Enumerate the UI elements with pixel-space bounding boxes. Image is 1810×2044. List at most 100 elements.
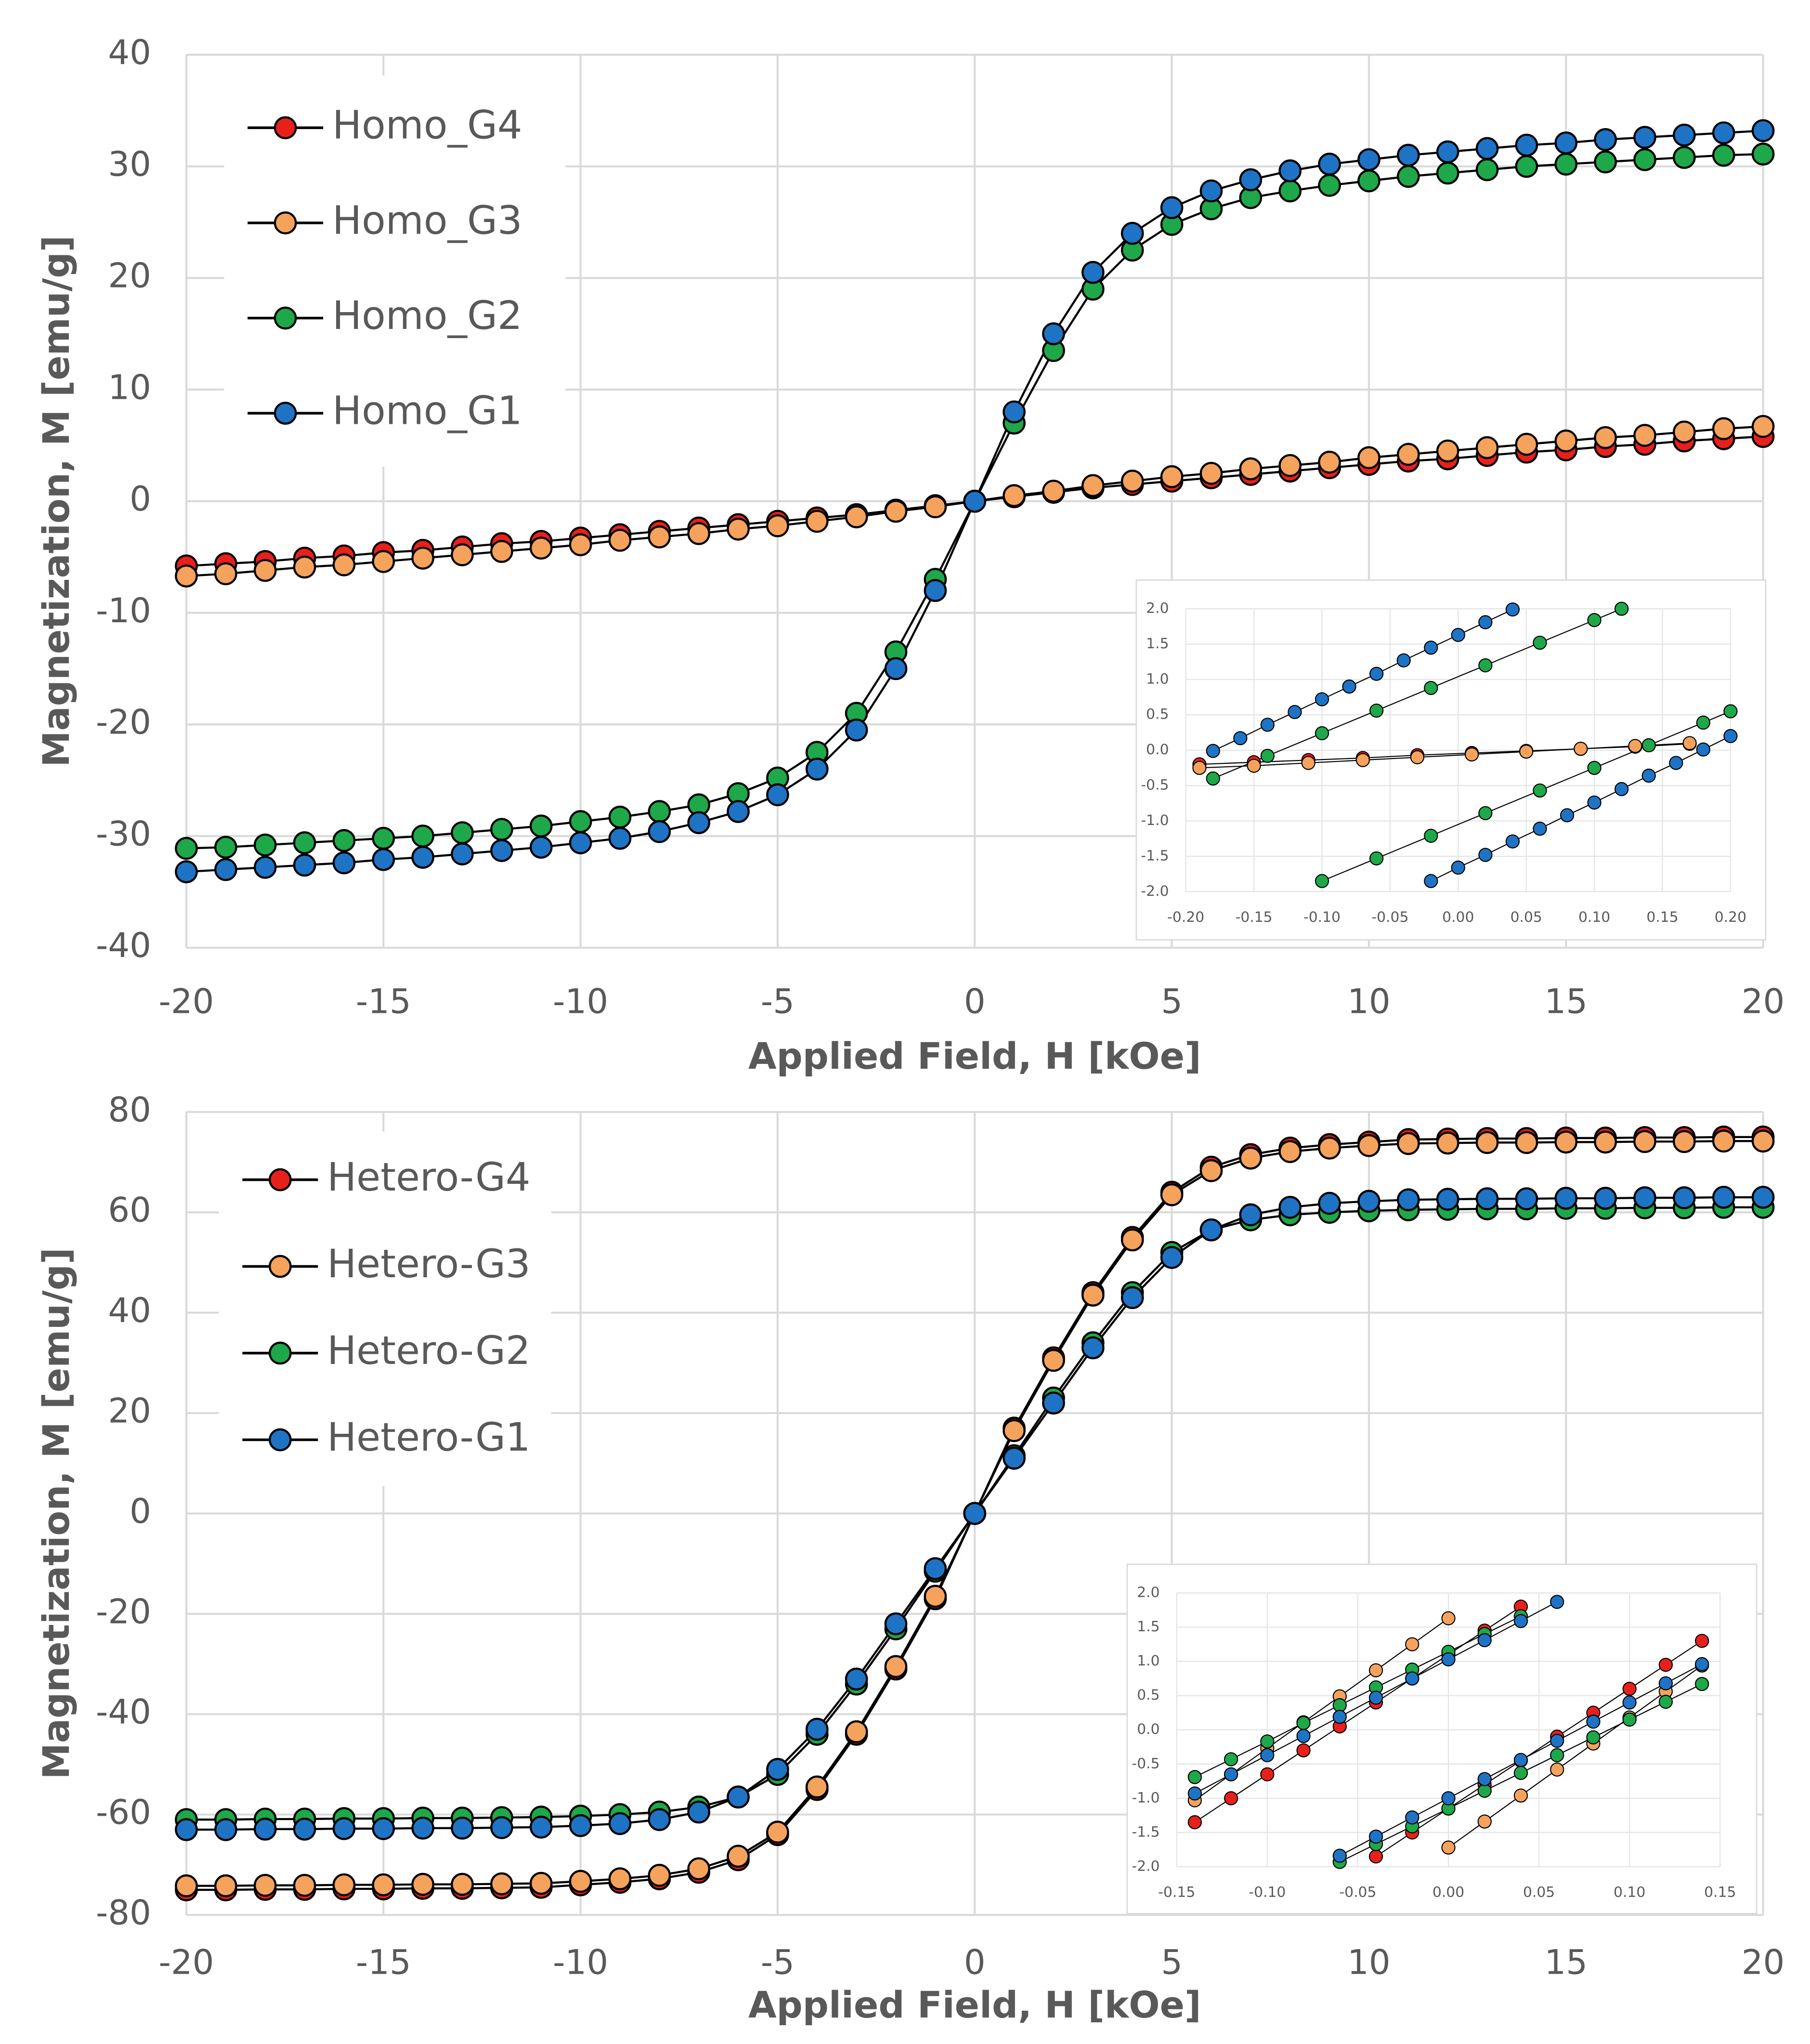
data-point <box>1633 1130 1656 1153</box>
data-point <box>1554 429 1578 453</box>
data-point <box>648 800 671 823</box>
data-point <box>1042 322 1065 345</box>
data-point <box>1318 1136 1341 1160</box>
data-point <box>1673 146 1696 169</box>
data-point <box>1315 692 1329 707</box>
data-point <box>1355 753 1370 767</box>
y-tick-label: -30 <box>96 814 151 853</box>
data-point <box>1239 457 1263 481</box>
data-point <box>1641 768 1656 783</box>
data-point <box>490 839 513 862</box>
data-point <box>1160 1246 1184 1269</box>
data-point <box>1633 148 1656 171</box>
data-point <box>884 1655 908 1678</box>
data-point <box>569 1814 592 1837</box>
legend-label: Hetero-G2 <box>327 1328 530 1374</box>
data-point <box>924 579 947 602</box>
y-tick-label: -0.5 <box>1132 1755 1160 1772</box>
data-point <box>1712 144 1735 167</box>
data-point <box>1478 658 1493 673</box>
data-point <box>1224 1752 1238 1767</box>
data-point <box>1278 1140 1302 1163</box>
data-point <box>963 489 987 513</box>
data-point <box>1513 1614 1528 1628</box>
data-point <box>1042 480 1065 503</box>
data-point <box>1475 1187 1499 1210</box>
data-point <box>1369 703 1384 718</box>
data-point <box>1368 1690 1383 1705</box>
data-point <box>372 1873 395 1897</box>
data-point <box>1315 726 1329 741</box>
data-point <box>648 1863 671 1887</box>
data-point <box>608 528 632 552</box>
data-point <box>1673 420 1696 444</box>
data-point <box>529 537 553 560</box>
data-point <box>1723 729 1738 743</box>
data-point <box>1641 738 1656 753</box>
data-point <box>1260 1748 1275 1762</box>
x-tick-label: -0.10 <box>1303 909 1341 926</box>
data-point <box>1199 179 1223 203</box>
y-tick-label: -1.5 <box>1141 847 1169 864</box>
data-point <box>1505 602 1520 617</box>
data-point <box>1441 1840 1456 1855</box>
data-point <box>727 517 750 541</box>
data-point <box>687 1857 711 1880</box>
y-tick-label: -20 <box>96 1592 151 1631</box>
data-point <box>1260 1734 1275 1749</box>
data-point <box>372 550 395 573</box>
data-point <box>1615 782 1629 797</box>
data-point <box>372 826 395 850</box>
data-point <box>1712 121 1735 144</box>
data-point <box>411 1873 434 1896</box>
data-point <box>1477 1772 1492 1786</box>
data-point <box>1622 1695 1637 1710</box>
x-tick-label: -5 <box>761 982 794 1022</box>
data-point <box>1396 443 1420 466</box>
data-point <box>806 510 829 533</box>
data-point <box>1475 158 1499 182</box>
data-point <box>687 811 711 834</box>
data-point <box>253 1818 277 1841</box>
data-point <box>1368 1849 1383 1864</box>
data-point <box>1751 143 1775 166</box>
data-point <box>1192 760 1207 775</box>
y-tick-label: 1.5 <box>1137 1618 1159 1635</box>
x-tick-label: -10 <box>553 982 608 1022</box>
data-point <box>766 783 789 807</box>
data-point <box>175 564 198 588</box>
data-point <box>1633 424 1656 447</box>
data-point <box>1533 783 1547 798</box>
data-point <box>451 543 474 566</box>
data-point <box>1594 1130 1617 1154</box>
data-point <box>1042 1391 1065 1415</box>
data-point <box>1586 1730 1601 1744</box>
y-tick-label: 10 <box>108 367 151 407</box>
data-point <box>1751 1186 1775 1209</box>
x-tick-label: 0 <box>964 982 986 1022</box>
x-tick-label: -0.15 <box>1158 1884 1195 1901</box>
data-point <box>1405 1671 1419 1686</box>
data-point <box>806 758 829 781</box>
data-point <box>293 555 316 579</box>
series-line <box>1194 1618 1703 1848</box>
data-point <box>372 1817 395 1840</box>
legend-background <box>224 75 566 467</box>
data-point <box>1187 1770 1202 1784</box>
y-tick-label: 0.0 <box>1146 741 1169 758</box>
data-point <box>1550 1595 1564 1609</box>
y-tick-label: -60 <box>96 1793 151 1832</box>
y-tick-label: 1.0 <box>1146 670 1169 687</box>
data-point <box>687 1800 711 1824</box>
data-point <box>1357 1190 1380 1213</box>
data-point <box>1441 1791 1456 1806</box>
y-tick-label: 0.5 <box>1137 1687 1159 1703</box>
data-point <box>1633 126 1656 149</box>
y-tick-label: 80 <box>108 1090 151 1129</box>
data-point <box>1278 179 1302 203</box>
data-point <box>1301 756 1315 770</box>
legend-marker <box>269 1428 292 1452</box>
legend-label: Homo_G1 <box>332 388 522 433</box>
